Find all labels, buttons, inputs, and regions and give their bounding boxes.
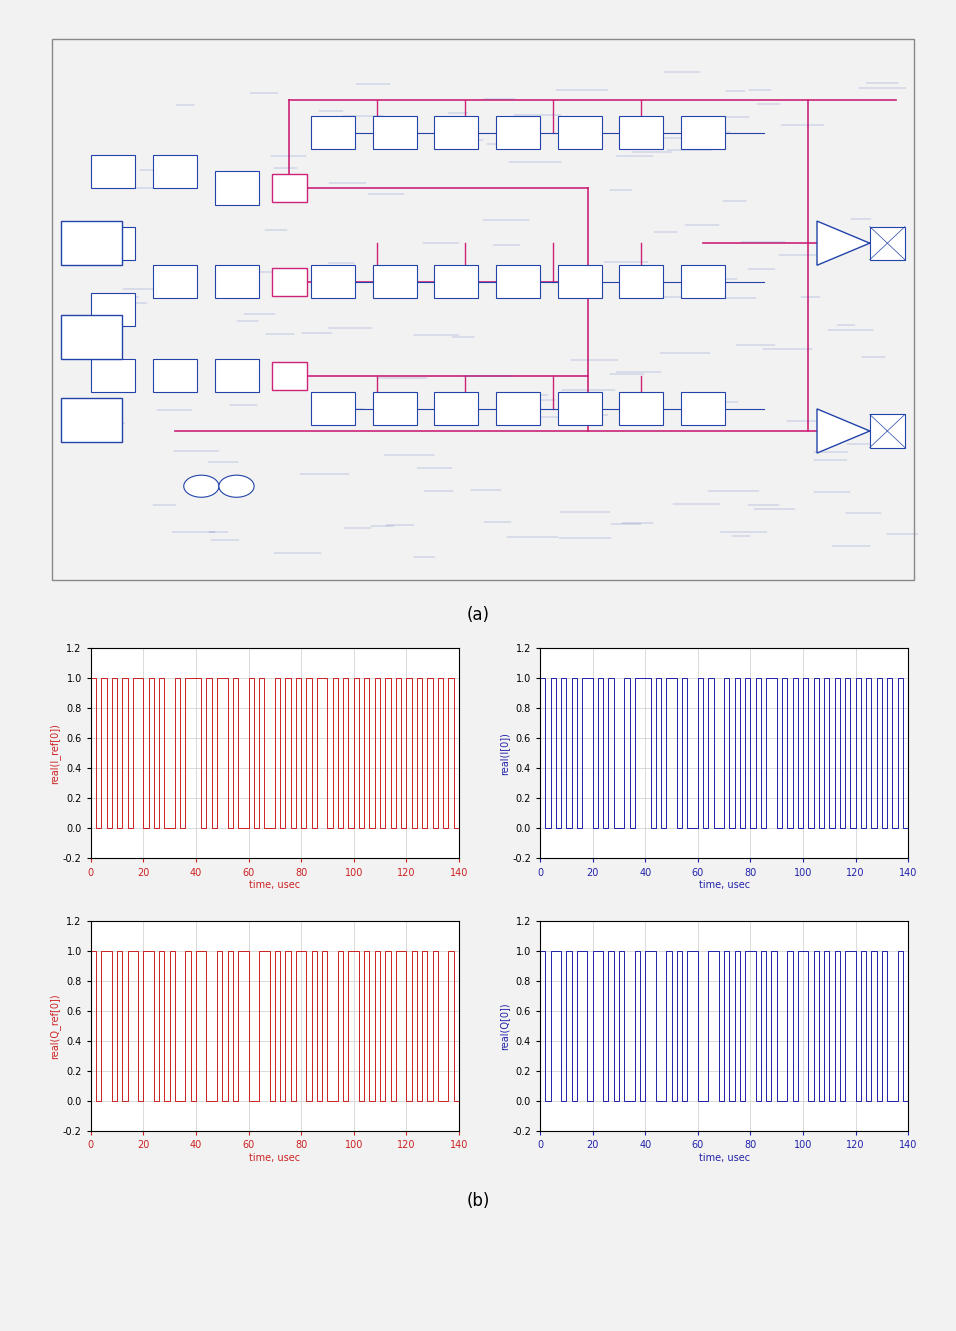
Bar [373,393,417,426]
Bar [272,268,307,295]
Bar [312,265,356,298]
Bar [496,265,540,298]
Circle shape [219,475,254,498]
Text: (a): (a) [467,606,489,624]
Bar [681,265,725,298]
Y-axis label: real(I_ref[0]): real(I_ref[0]) [49,723,60,784]
Bar [312,116,356,149]
X-axis label: time, usec: time, usec [699,880,750,890]
Polygon shape [817,409,870,453]
Bar [60,221,122,265]
Bar [60,398,122,442]
Bar [619,265,663,298]
Bar [312,393,356,426]
Bar [681,116,725,149]
Bar [557,393,601,426]
Bar [153,265,197,298]
Bar [557,116,601,149]
Circle shape [184,475,219,498]
Bar [496,116,540,149]
Bar [272,362,307,390]
X-axis label: time, usec: time, usec [250,1153,300,1163]
X-axis label: time, usec: time, usec [699,1153,750,1163]
Bar [373,265,417,298]
X-axis label: time, usec: time, usec [250,880,300,890]
Y-axis label: real(Q[0]): real(Q[0]) [499,1002,510,1050]
Bar [434,265,478,298]
Polygon shape [817,221,870,265]
Bar [214,359,258,393]
Y-axis label: real(Q_ref[0]): real(Q_ref[0]) [49,993,60,1059]
Bar [153,359,197,393]
Bar [272,174,307,202]
Bar [434,116,478,149]
Bar [60,315,122,359]
Bar [214,265,258,298]
Bar [92,293,136,326]
Bar [681,393,725,426]
Bar [92,154,136,188]
Bar [496,393,540,426]
Bar [92,226,136,260]
Bar [214,172,258,205]
Text: (b): (b) [467,1191,489,1210]
Bar [870,414,905,447]
Y-axis label: real(I[0]): real(I[0]) [499,732,510,775]
Bar [92,359,136,393]
Bar [434,393,478,426]
Bar [153,154,197,188]
Bar [373,116,417,149]
Bar [619,393,663,426]
Bar [557,265,601,298]
Bar [619,116,663,149]
Bar [870,226,905,260]
